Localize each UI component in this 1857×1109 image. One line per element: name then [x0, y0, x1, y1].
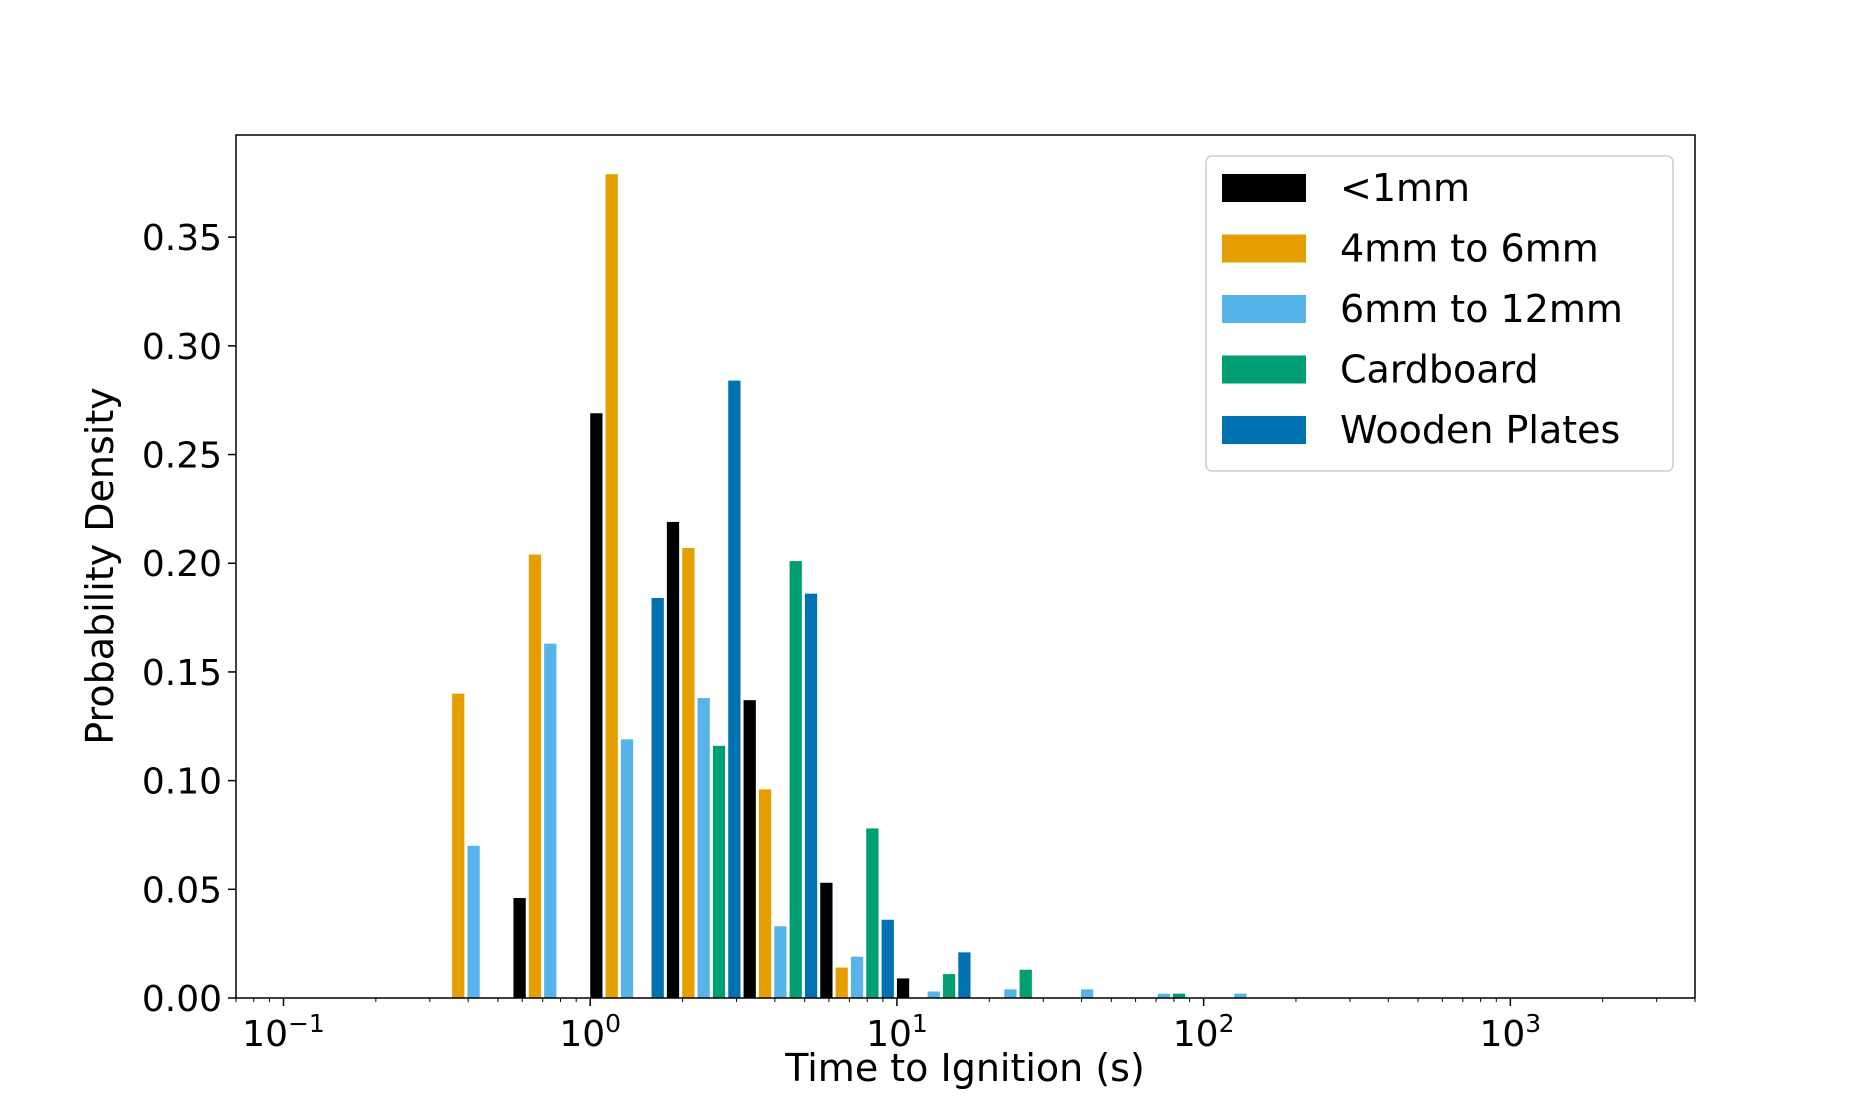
- bar-2-6: [927, 991, 940, 998]
- bar-2-2: [620, 739, 634, 998]
- y-tick-label-5: 0.25: [142, 436, 222, 477]
- y-tick-label-1: 0.05: [142, 870, 222, 911]
- bar-1-1: [528, 554, 542, 998]
- plot-area-frame: [235, 134, 1696, 999]
- y-tick-label-0: 0.00: [142, 979, 222, 1020]
- bar-3-3: [712, 745, 726, 998]
- bar-3-7: [1019, 969, 1032, 998]
- bar-3-5: [866, 828, 879, 998]
- bar-2-3: [697, 698, 710, 998]
- bar-0-2: [590, 413, 603, 998]
- bar-0-4: [743, 700, 756, 998]
- bar-3-6: [942, 974, 956, 998]
- legend-label-3: Cardboard: [1340, 348, 1539, 392]
- legend-label-2: 6mm to 12mm: [1340, 287, 1623, 331]
- x-tick-label-2: 101: [866, 1009, 928, 1055]
- bar-1-2: [605, 174, 618, 998]
- bar-2-9: [1157, 993, 1170, 998]
- bars-layer: [452, 174, 1247, 998]
- legend-swatch-3: [1222, 355, 1306, 384]
- legend-label-0: <1mm: [1340, 166, 1470, 210]
- bar-4-5: [881, 919, 894, 998]
- y-axis-label: Probability Density: [78, 387, 122, 744]
- bar-0-1: [513, 898, 526, 998]
- bar-1-3: [682, 548, 695, 998]
- bar-3-4: [789, 561, 802, 998]
- bar-0-5: [820, 882, 833, 998]
- bar-2-1: [544, 643, 557, 998]
- bar-0-3: [666, 521, 680, 998]
- bar-2-5: [850, 956, 864, 998]
- legend-label-4: Wooden Plates: [1340, 408, 1620, 452]
- legend-swatch-0: [1222, 174, 1306, 202]
- y-tick-label-3: 0.15: [142, 653, 222, 694]
- bar-4-3: [728, 380, 741, 998]
- legend: <1mm 4mm to 6mm 6mm to 12mm Cardboard Wooden…: [1205, 155, 1674, 472]
- bar-2-4: [774, 926, 787, 998]
- y-tick-label-6: 0.30: [142, 327, 222, 368]
- bar-3-9: [1172, 993, 1186, 998]
- bar-0-6: [896, 978, 910, 998]
- legend-swatch-1: [1222, 234, 1306, 263]
- bar-2-8: [1080, 989, 1094, 998]
- y-tick-label-4: 0.20: [142, 544, 222, 585]
- bar-1-0: [452, 693, 465, 998]
- bar-2-10: [1234, 993, 1247, 998]
- bar-4-4: [804, 593, 818, 998]
- y-tick-label-2: 0.10: [142, 762, 222, 803]
- legend-label-1: 4mm to 6mm: [1340, 227, 1599, 271]
- x-tick-label-4: 103: [1479, 1009, 1541, 1055]
- x-tick-label-0: 10−1: [242, 1009, 325, 1055]
- bar-4-2: [651, 598, 664, 998]
- x-tick-label-3: 102: [1173, 1009, 1235, 1055]
- x-axis: 10−1 100 101 102 103: [235, 998, 1696, 1055]
- x-tick-label-1: 100: [559, 1009, 621, 1055]
- legend-swatch-4: [1222, 416, 1306, 444]
- bar-1-4: [758, 789, 772, 998]
- x-axis-label: Time to Ignition (s): [784, 1046, 1145, 1090]
- bar-2-7: [1004, 989, 1017, 998]
- bar-2-0: [467, 845, 480, 998]
- legend-swatch-2: [1222, 295, 1306, 323]
- bar-4-6: [958, 952, 971, 998]
- legend-frame: [1205, 155, 1674, 472]
- y-tick-label-7: 0.35: [142, 218, 222, 259]
- bar-1-5: [835, 967, 848, 998]
- y-axis: 0.00 0.05 0.10 0.15 0.20 0.25 0.30 0.35: [142, 218, 236, 1020]
